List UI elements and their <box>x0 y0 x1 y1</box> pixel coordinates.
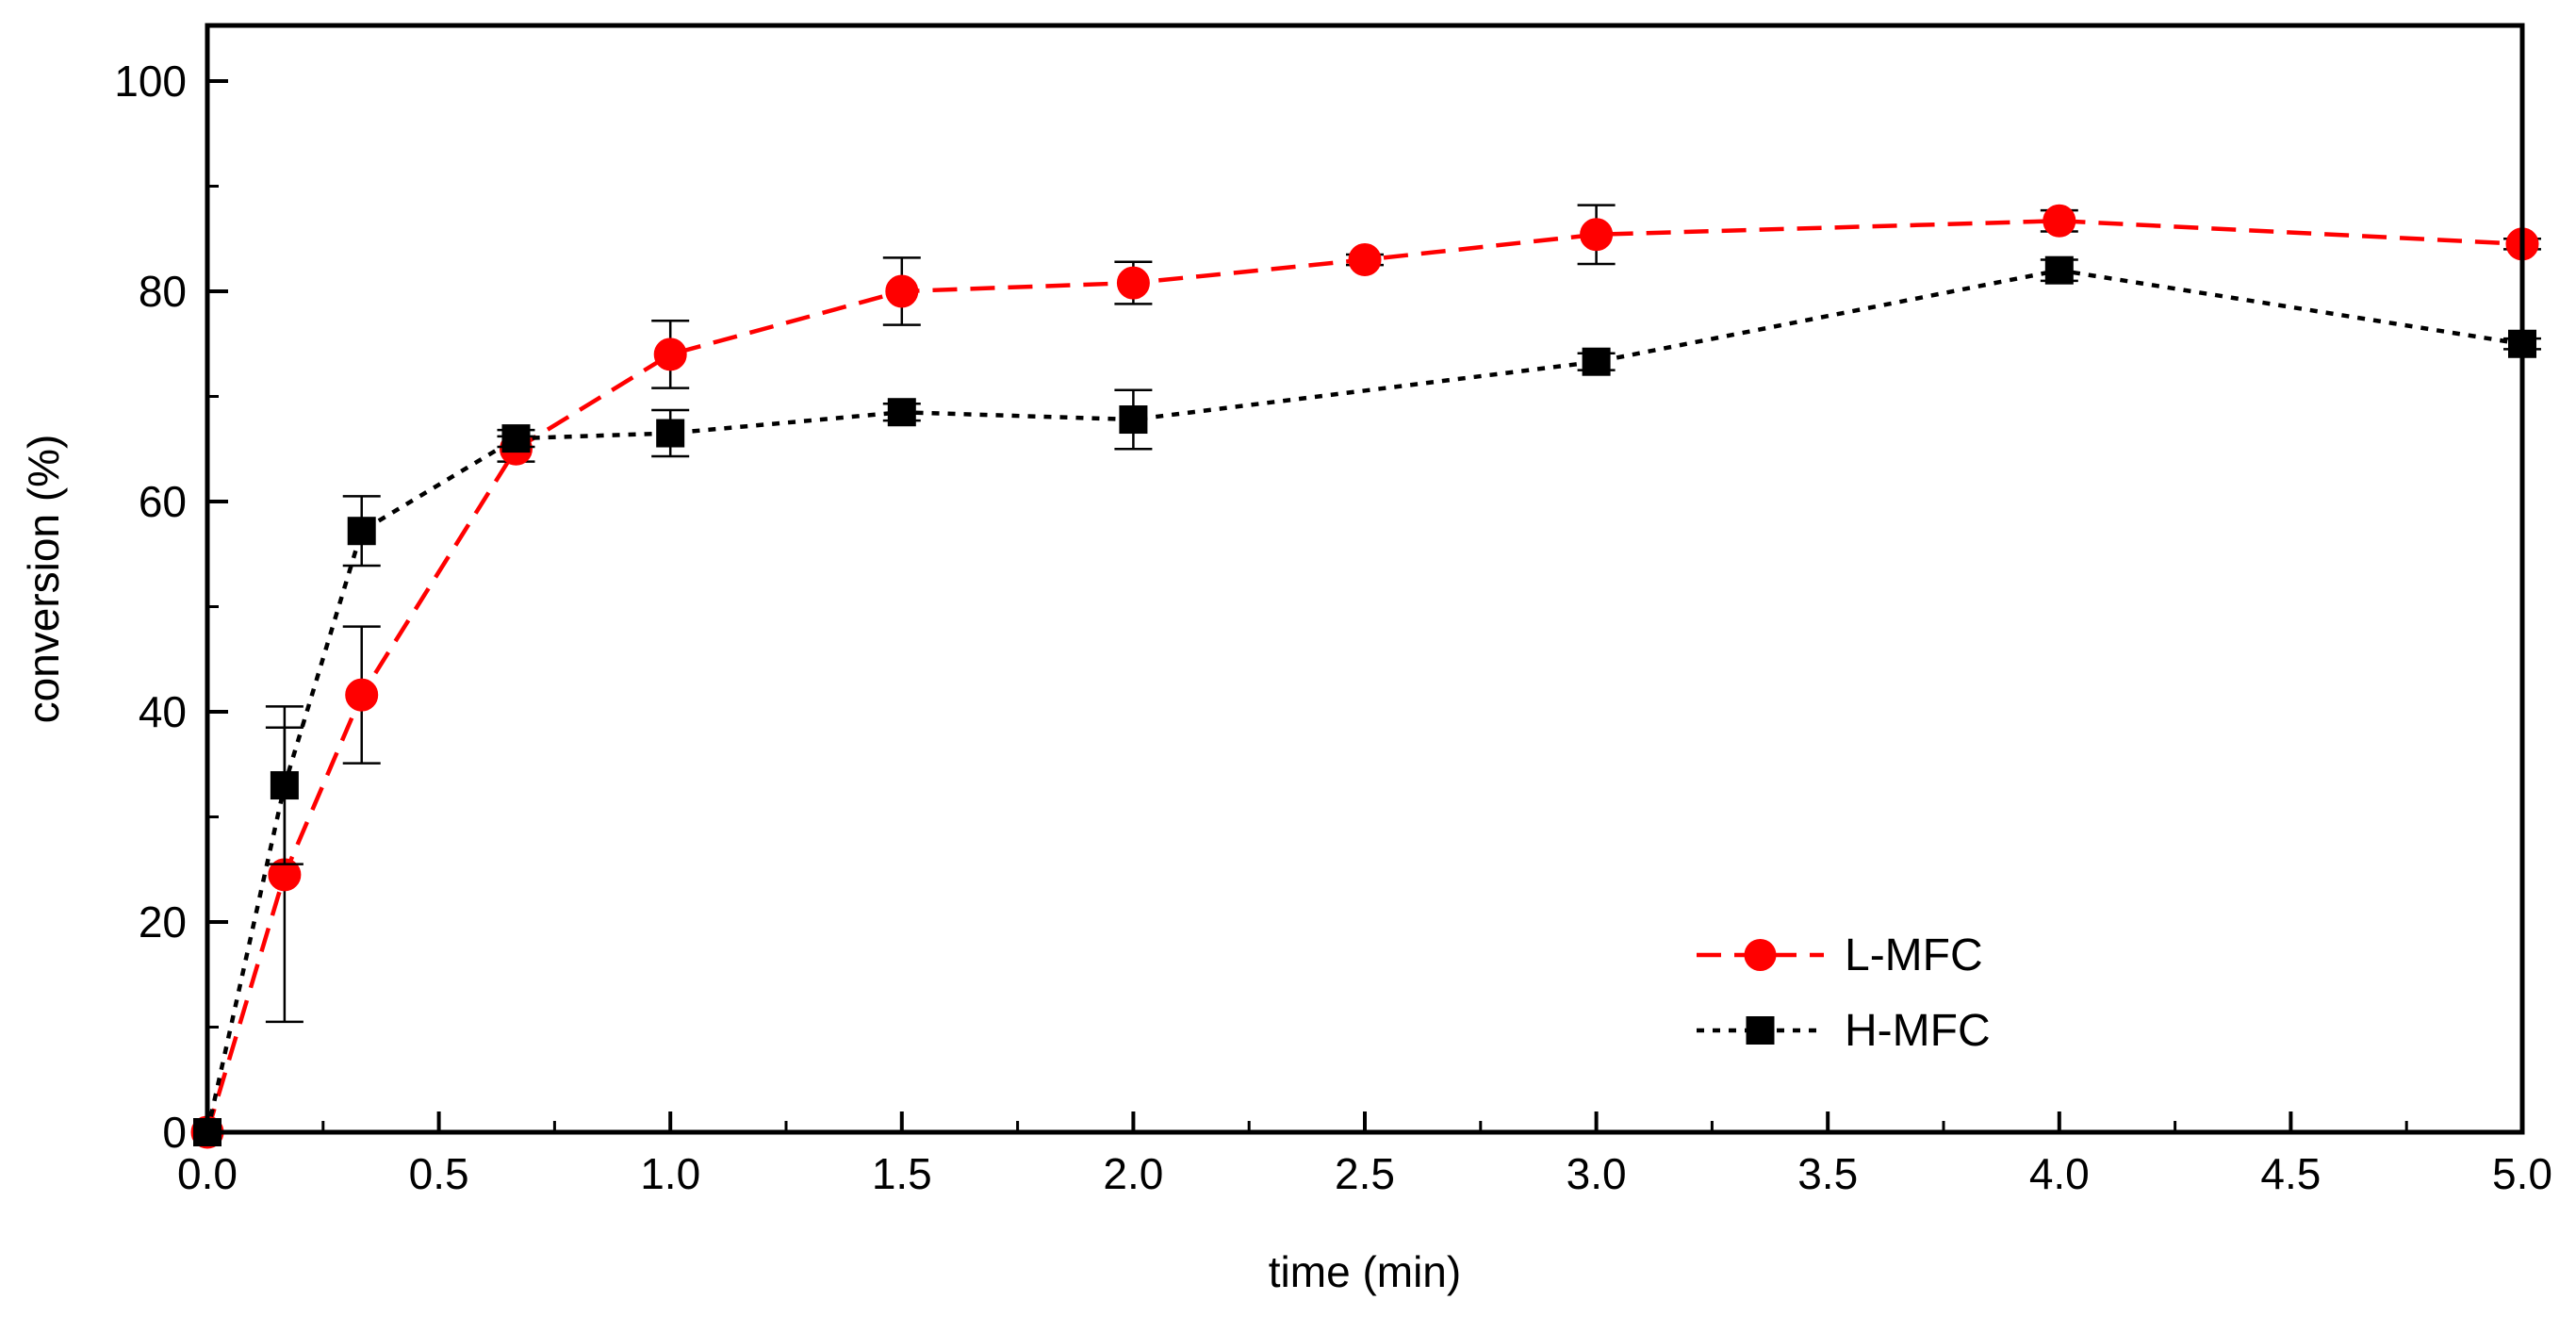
y-tick-label: 80 <box>139 267 187 316</box>
series-line-h-mfc <box>205 268 2523 1133</box>
x-tick-label: 4.5 <box>2260 1149 2321 1198</box>
y-tick-label: 20 <box>139 897 187 947</box>
x-tick-label: 0.0 <box>177 1149 238 1198</box>
x-tick-label: 2.0 <box>1103 1149 1163 1198</box>
y-tick-label: 100 <box>114 57 187 106</box>
x-tick-label: 3.0 <box>1567 1149 1627 1198</box>
data-point-l-mfc <box>653 337 687 371</box>
y-tick-label: 0 <box>162 1108 187 1157</box>
legend-marker-l-mfc <box>1744 939 1777 971</box>
legend-marker-h-mfc <box>1746 1016 1775 1045</box>
data-point-h-mfc <box>1582 347 1611 376</box>
x-tick-label: 3.5 <box>1797 1149 1858 1198</box>
x-tick-label: 0.5 <box>409 1149 469 1198</box>
data-point-h-mfc <box>347 517 376 546</box>
x-axis-label: time (min) <box>1269 1247 1461 1296</box>
data-point-l-mfc <box>345 678 379 712</box>
legend-label-h-mfc: H-MFC <box>1845 1006 1991 1056</box>
legend-label-l-mfc: L-MFC <box>1845 930 1983 980</box>
x-tick-label: 1.5 <box>872 1149 932 1198</box>
y-tick-label: 60 <box>139 477 187 526</box>
y-tick-label: 40 <box>139 687 187 736</box>
data-point-h-mfc <box>656 419 685 448</box>
data-point-h-mfc <box>1119 405 1148 435</box>
data-point-l-mfc <box>885 274 919 308</box>
axes-layer: 0.0 0.5 1.0 1.5 2.0 2.5 3.0 3.5 4.0 4.5 5.0 0 20 40 60… <box>114 57 2552 1198</box>
plot-frame <box>205 23 2525 1135</box>
x-tick-label: 4.0 <box>2029 1149 2090 1198</box>
series-line-l-mfc <box>205 219 2523 1133</box>
data-point-l-mfc <box>1348 243 1382 277</box>
plot-data-layer <box>190 204 2541 1149</box>
data-point-h-mfc <box>2044 255 2074 285</box>
x-tick-label: 5.0 <box>2492 1149 2552 1198</box>
data-point-l-mfc <box>1116 266 1150 300</box>
x-tick-label: 2.5 <box>1335 1149 1395 1198</box>
data-point-h-mfc <box>887 398 916 427</box>
legend: L-MFC H-MFC <box>1697 930 1991 1056</box>
data-point-l-mfc <box>2043 204 2076 238</box>
x-tick-label: 1.0 <box>640 1149 700 1198</box>
y-axis-label: conversion (%) <box>19 435 68 724</box>
data-point-h-mfc <box>501 424 531 453</box>
data-point-l-mfc <box>1580 218 1614 252</box>
data-point-h-mfc <box>270 771 299 800</box>
